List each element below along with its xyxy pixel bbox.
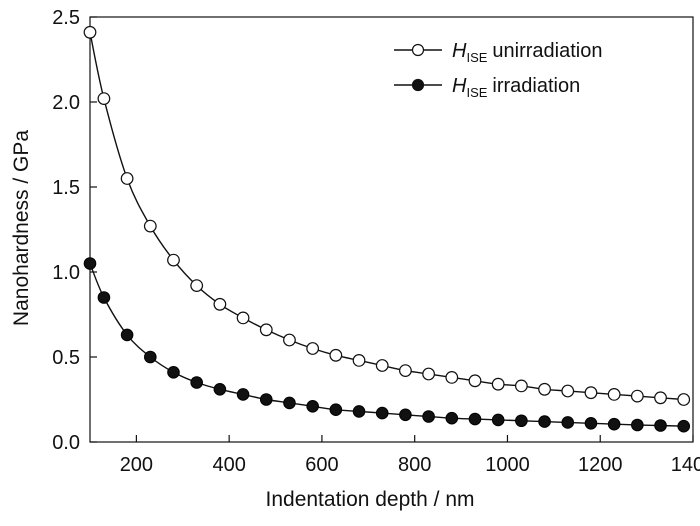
data-point-unirradiation <box>236 311 250 325</box>
data-point-irradiation <box>97 291 111 304</box>
data-point-irradiation <box>468 412 482 426</box>
data-point-unirradiation <box>584 386 598 400</box>
data-point-irradiation <box>631 418 644 432</box>
legend: HISE unirradiation HISE irradiation <box>394 40 603 100</box>
legend-symbol: H <box>452 75 467 97</box>
legend-symbol: H <box>452 40 467 62</box>
data-point-irradiation <box>144 350 157 364</box>
y-tick-label: 2.0 <box>52 92 80 114</box>
y-tick-label: 1.0 <box>52 262 80 284</box>
x-tick-label: 1200 <box>578 454 623 476</box>
data-point-irradiation <box>352 405 366 418</box>
data-point-irradiation <box>190 376 203 389</box>
data-point-irradiation <box>213 383 227 396</box>
data-point-irradiation <box>584 417 598 430</box>
data-point-irradiation <box>561 416 575 429</box>
data-point-irradiation <box>445 411 459 425</box>
x-axis-label: Indentation depth / nm <box>266 488 475 511</box>
data-point-unirradiation <box>283 333 296 347</box>
x-tick-label: 400 <box>212 454 245 476</box>
data-point-irradiation <box>83 257 97 270</box>
data-point-irradiation <box>120 328 134 342</box>
data-point-unirradiation <box>259 323 273 337</box>
data-point-unirradiation <box>329 348 343 362</box>
data-point-irradiation <box>167 366 180 379</box>
legend-entry-unirradiation: HISE unirradiation <box>394 40 603 65</box>
legend-label-unirradiation: HISE unirradiation <box>452 40 603 65</box>
x-tick-label: 800 <box>398 454 431 476</box>
y-tick-label: 0.0 <box>52 432 80 454</box>
plot-frame <box>89 16 694 443</box>
legend-text: unirradiation <box>492 40 602 62</box>
data-point-unirradiation <box>561 384 575 398</box>
data-point-irradiation <box>236 388 250 401</box>
data-point-unirradiation <box>538 382 551 396</box>
data-point-unirradiation <box>167 253 180 267</box>
series-line-irradiation <box>89 263 684 427</box>
x-tick-label: 1000 <box>485 454 530 476</box>
data-point-unirradiation <box>352 354 366 367</box>
data-point-irradiation <box>677 419 691 433</box>
legend-subscript: ISE <box>466 85 487 100</box>
legend-entry-irradiation: HISE irradiation <box>394 75 580 100</box>
data-point-irradiation <box>306 400 319 413</box>
legend-subscript: ISE <box>466 50 487 65</box>
x-tick-label: 600 <box>305 454 338 476</box>
data-point-unirradiation <box>213 297 227 311</box>
data-point-irradiation <box>422 410 435 423</box>
data-point-unirradiation <box>607 388 621 401</box>
y-tick-label: 2.5 <box>52 7 80 29</box>
data-point-unirradiation <box>468 374 482 388</box>
series-layer <box>83 25 691 433</box>
data-point-irradiation <box>283 396 296 410</box>
data-point-irradiation <box>329 403 343 417</box>
data-point-irradiation <box>654 419 667 432</box>
series-line-unirradiation <box>89 32 684 401</box>
data-point-irradiation <box>538 415 551 428</box>
legend-marker-filled-circle <box>411 78 425 92</box>
y-tick-label: 0.5 <box>52 347 80 369</box>
data-point-unirradiation <box>422 367 436 381</box>
y-tick-label: 1.5 <box>52 177 80 199</box>
data-point-irradiation <box>515 414 528 428</box>
data-point-irradiation <box>259 393 273 406</box>
legend-text: irradiation <box>492 75 580 97</box>
data-point-unirradiation <box>306 342 320 355</box>
data-point-unirradiation <box>375 359 389 372</box>
data-point-unirradiation <box>399 364 412 378</box>
legend-label-irradiation: HISE irradiation <box>452 75 580 100</box>
y-axis-label: Nanohardness / GPa <box>10 130 33 326</box>
data-point-unirradiation <box>654 391 667 405</box>
data-point-unirradiation <box>83 25 97 39</box>
legend-marker-open-circle <box>411 43 425 57</box>
data-point-unirradiation <box>630 389 644 403</box>
data-point-unirradiation <box>190 279 204 293</box>
data-point-irradiation <box>399 408 412 422</box>
data-point-unirradiation <box>97 92 111 105</box>
data-point-unirradiation <box>445 371 459 384</box>
data-point-unirradiation <box>143 219 157 233</box>
data-point-unirradiation <box>677 393 691 406</box>
data-point-unirradiation <box>120 172 134 185</box>
data-point-unirradiation <box>491 377 505 391</box>
x-tick-label: 200 <box>120 454 153 476</box>
data-point-irradiation <box>491 413 505 427</box>
y-axis-ticks: 0.0 0.5 1.0 1.5 2.0 2.5 <box>52 7 97 454</box>
data-point-irradiation <box>607 417 621 431</box>
data-point-unirradiation <box>514 379 528 393</box>
data-point-irradiation <box>375 406 389 420</box>
